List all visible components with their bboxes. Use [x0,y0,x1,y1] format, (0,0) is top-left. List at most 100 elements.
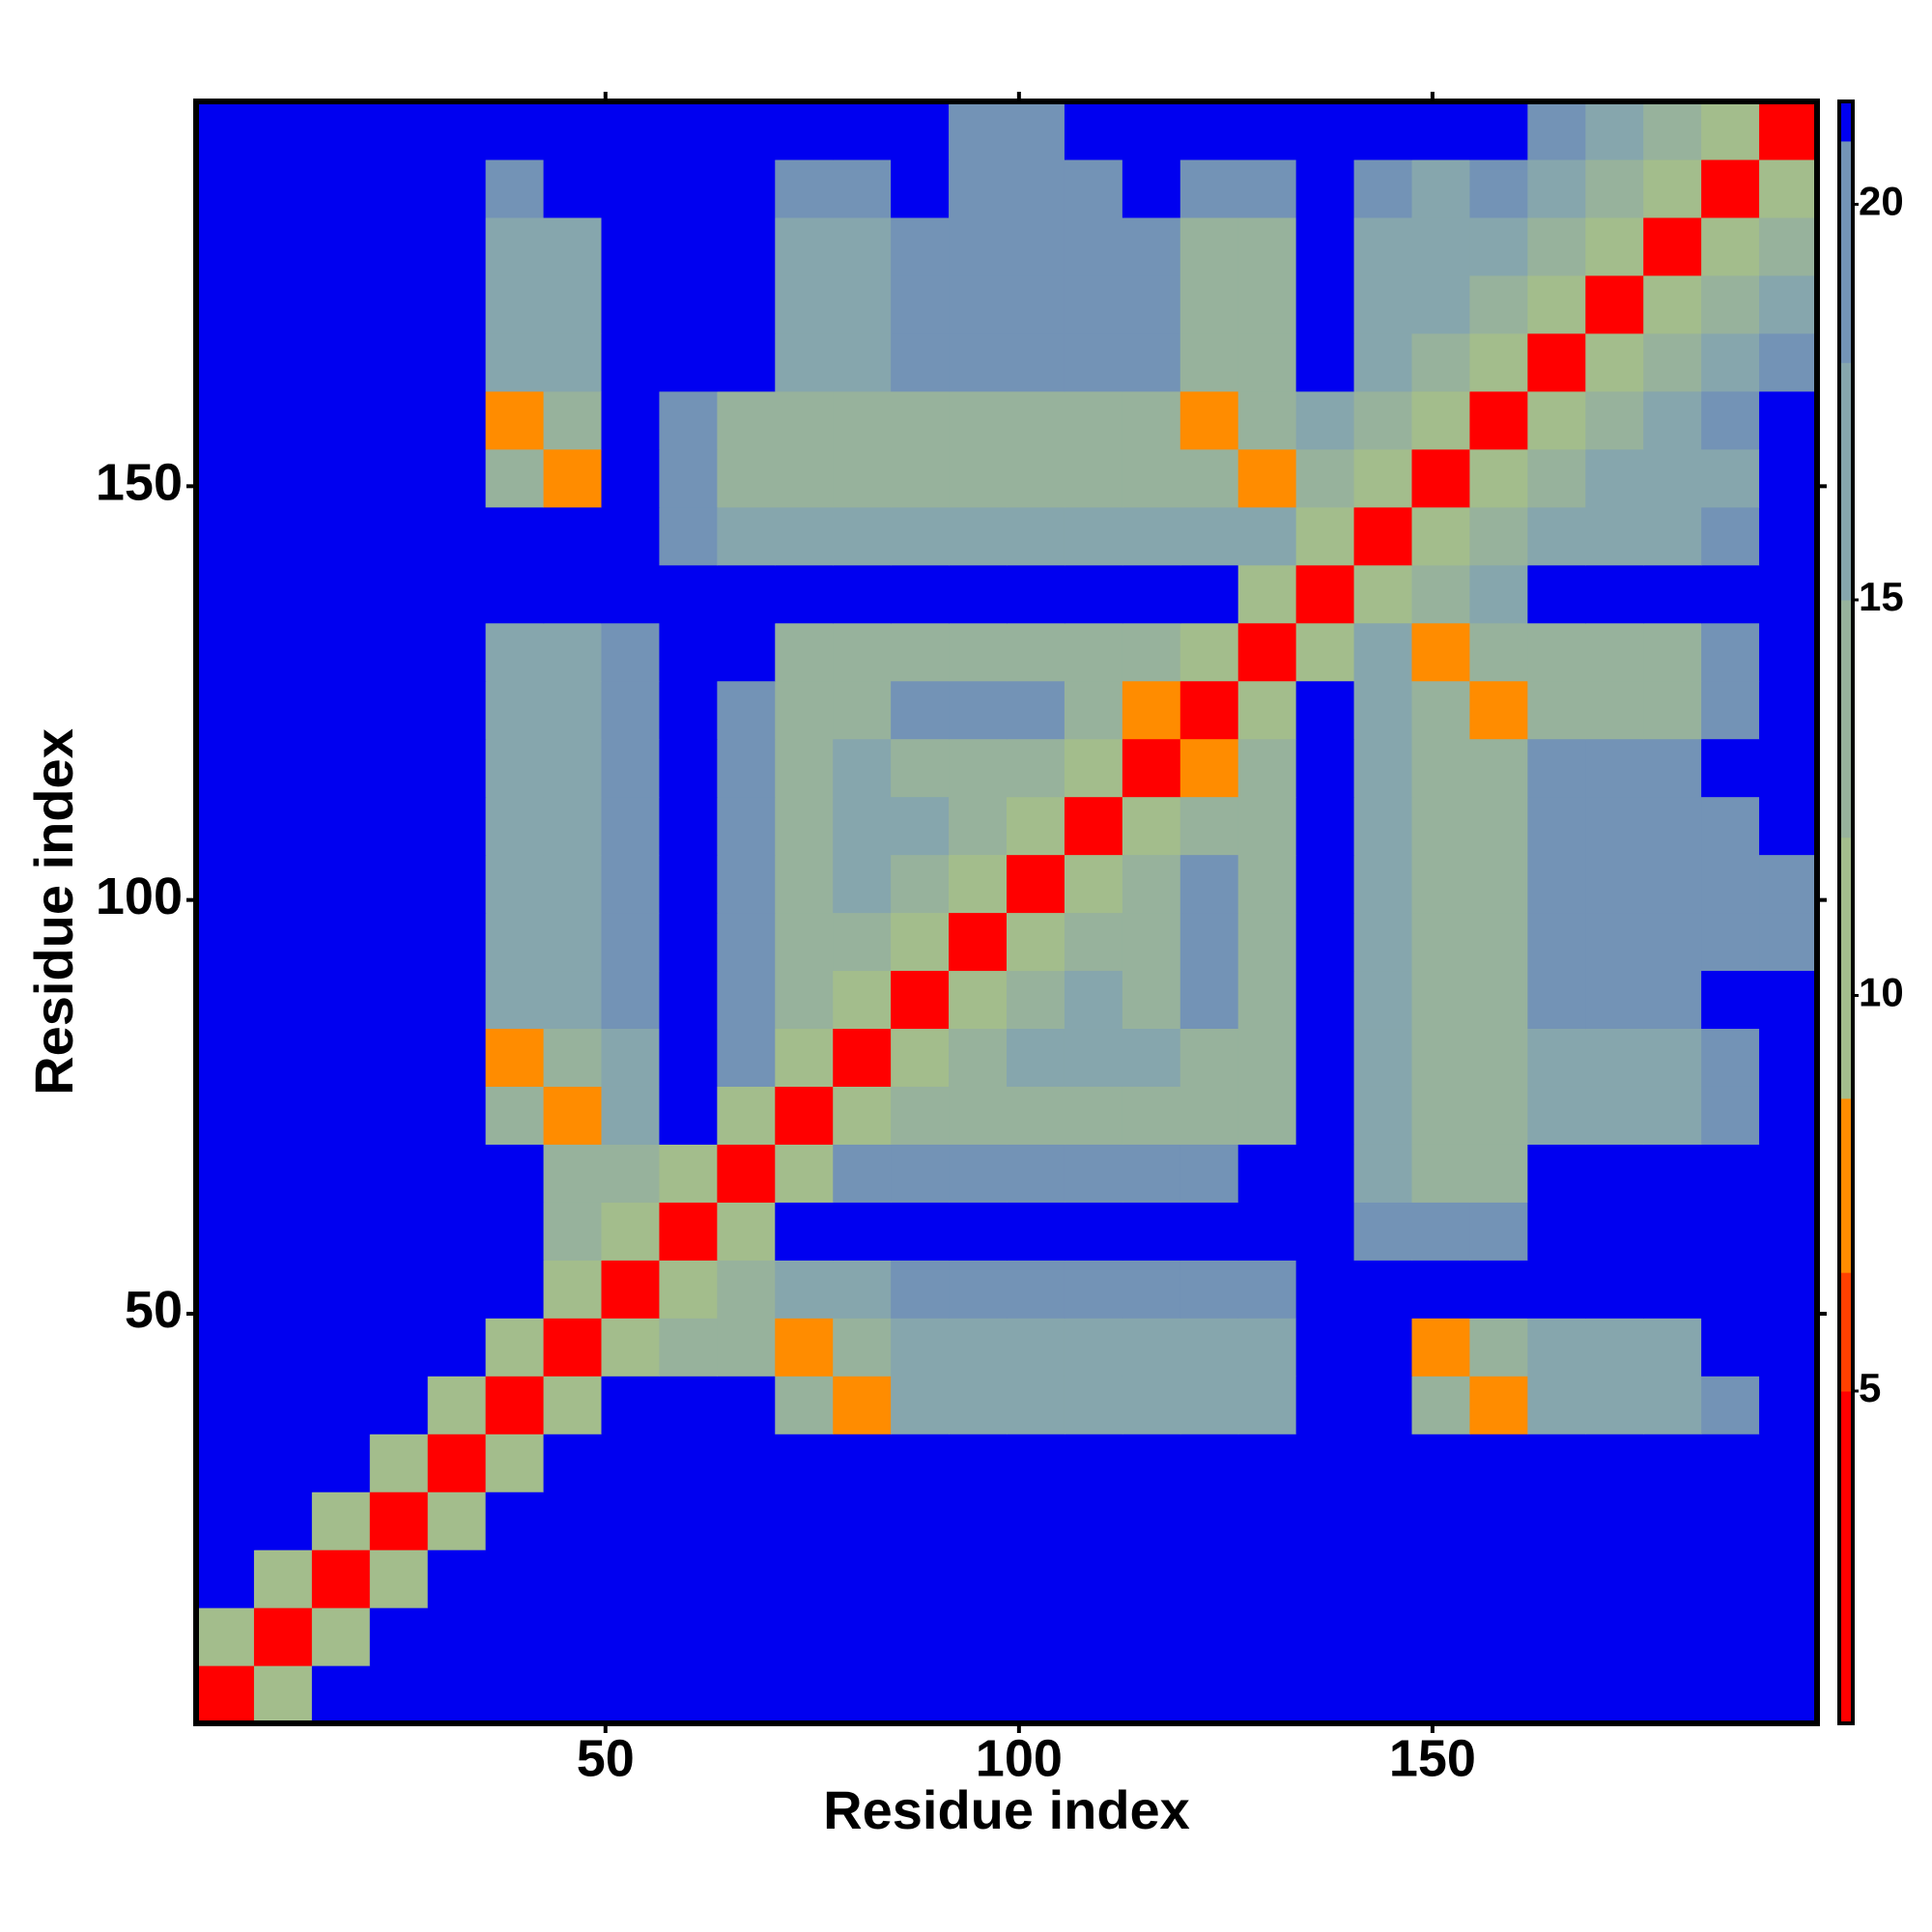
heatmap-cell [1295,796,1355,856]
heatmap-cell [1295,912,1355,972]
heatmap-cell [949,1260,1008,1319]
heatmap-cell [601,680,661,740]
heatmap-cell [1295,506,1355,566]
heatmap-cell [311,1665,371,1724]
heatmap-cell [1701,680,1760,740]
heatmap-cell [1295,622,1355,682]
heatmap-cell [1585,101,1644,160]
heatmap-cell [369,564,429,624]
heatmap-cell [1122,274,1181,334]
heatmap-cell [833,1260,892,1319]
heatmap-cell [1295,1028,1355,1087]
heatmap-cell [1585,796,1644,856]
heatmap-cell [1237,738,1297,798]
heatmap-cell [1237,854,1297,914]
heatmap-cell [1007,1376,1065,1435]
heatmap-cell [1179,274,1239,334]
heatmap-cell [891,158,950,218]
heatmap-cell [659,854,718,914]
heatmap-cell [1643,1665,1702,1724]
heatmap-cell [1701,1376,1760,1435]
heatmap-cell [659,1202,718,1261]
heatmap-cell [485,216,545,276]
heatmap-cell [369,158,429,218]
heatmap-cell [1237,622,1297,682]
heatmap-cell [311,564,371,624]
heatmap-cell [1585,1607,1644,1666]
heatmap-cell [1411,448,1471,508]
heatmap-cell [1411,854,1471,914]
heatmap-cell [369,680,429,740]
heatmap-cell [369,506,429,566]
heatmap-cell [253,332,313,392]
heatmap-cell [485,1028,545,1087]
heatmap-cell [1122,622,1181,682]
heatmap-cell [1585,216,1644,276]
heatmap-cell [1064,1028,1123,1087]
heatmap-cell [1122,1665,1181,1724]
heatmap-cell [1469,274,1528,334]
heatmap-cell [427,1607,487,1666]
heatmap-cell [1064,1549,1123,1608]
heatmap-cell [311,274,371,334]
heatmap-cell [311,216,371,276]
heatmap-cell [1701,506,1760,566]
heatmap-cell [1295,1376,1355,1435]
heatmap-cell [1411,1607,1471,1666]
heatmap-cell [427,216,487,276]
heatmap-cell [1759,1549,1818,1608]
heatmap-cell [253,274,313,334]
heatmap-cell [427,506,487,566]
heatmap-cell [1701,1607,1760,1666]
heatmap-cell [1237,1260,1297,1319]
heatmap-cell [949,1492,1008,1550]
heatmap-cell [1122,796,1181,856]
colorbar-segment [1839,837,1853,1099]
heatmap-cell [1411,912,1471,972]
heatmap-cell [1469,1202,1528,1261]
heatmap-cell [1007,1144,1065,1203]
heatmap-cell [1353,390,1413,450]
heatmap-cell [369,332,429,392]
heatmap-cell [369,1665,429,1724]
heatmap-cell [775,216,834,276]
heatmap-cell [543,1202,603,1261]
heatmap-cell [1527,390,1586,450]
heatmap-cell [196,1202,255,1261]
heatmap-cell [1122,1144,1181,1203]
heatmap-cell [833,274,892,334]
heatmap-cell [1007,1260,1065,1319]
heatmap-cell [485,1202,545,1261]
heatmap-cell [1179,1086,1239,1145]
heatmap-cell [601,1028,661,1087]
colorbar-tick-label: 10 [1859,970,1904,1015]
heatmap-cell [1007,1086,1065,1145]
heatmap-cell [1469,1144,1528,1203]
heatmap-cell [1701,1202,1760,1261]
heatmap-cell [1469,912,1528,972]
heatmap-cell [1007,796,1065,856]
heatmap-cell [775,158,834,218]
heatmap-cell [833,1376,892,1435]
heatmap-cell [717,1607,776,1666]
heatmap-cell [1179,390,1239,450]
heatmap-cell [1122,1318,1181,1377]
heatmap-cell [717,1260,776,1319]
heatmap-cell [717,1028,776,1087]
y-tick-label: 150 [96,454,183,512]
heatmap-cell [601,1549,661,1608]
heatmap-cell [775,1086,834,1145]
heatmap-cell [1237,1492,1297,1550]
heatmap-cell [1353,1028,1413,1087]
heatmap-cell [949,680,1008,740]
heatmap-cell [1643,738,1702,798]
heatmap-cell [1122,506,1181,566]
heatmap-cell [833,448,892,508]
heatmap-cell [1411,1144,1471,1203]
heatmap-cell [253,680,313,740]
heatmap-cell [485,1260,545,1319]
heatmap-cell [1353,564,1413,624]
heatmap-cell [1179,912,1239,972]
heatmap-cell [1122,680,1181,740]
heatmap-cell [1585,1376,1644,1435]
